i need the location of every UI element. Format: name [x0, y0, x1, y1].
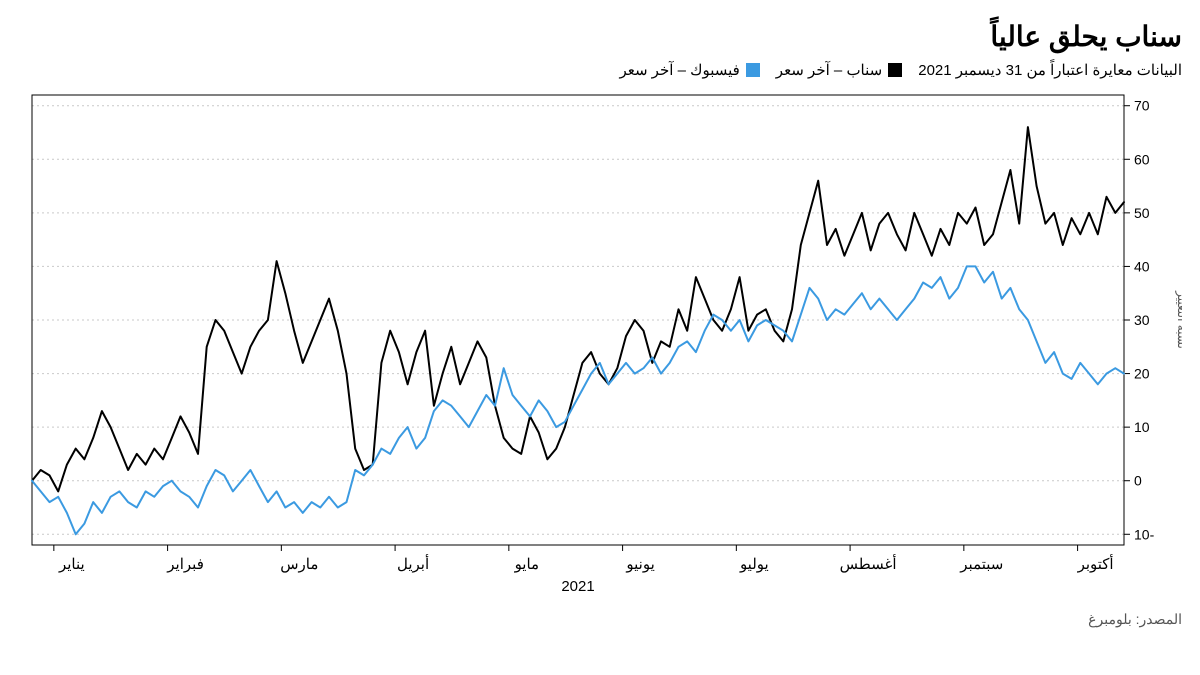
svg-text:0: 0: [1134, 473, 1142, 489]
svg-text:أغسطس: أغسطس: [840, 554, 897, 573]
svg-text:نسبة التغيير: نسبة التغيير: [1175, 290, 1182, 349]
subtitle-row: البيانات معايرة اعتباراً من 31 ديسمبر 20…: [18, 61, 1182, 79]
legend-swatch-facebook: [746, 63, 760, 77]
chart-title: سناب يحلق عالياً: [18, 20, 1182, 53]
svg-text:أبريل: أبريل: [397, 554, 429, 573]
legend-swatch-snap: [888, 63, 902, 77]
svg-text:70: 70: [1134, 98, 1150, 114]
subtitle-text: البيانات معايرة اعتباراً من 31 ديسمبر 20…: [918, 61, 1182, 79]
svg-text:مارس: مارس: [280, 556, 318, 573]
svg-text:يونيو: يونيو: [625, 556, 654, 573]
legend-item-facebook: فيسبوك – آخر سعر: [619, 61, 759, 79]
svg-text:يناير: يناير: [58, 556, 85, 573]
svg-text:20: 20: [1134, 366, 1150, 382]
source-text: المصدر: بلومبرغ: [18, 611, 1182, 628]
svg-text:60: 60: [1134, 151, 1150, 167]
svg-text:سبتمبر: سبتمبر: [959, 556, 1003, 573]
chart-container: 10- 0 10 20 30 40 50 60 70 يناير فبراير مارس أبريل ما…: [22, 85, 1182, 605]
svg-text:يوليو: يوليو: [739, 556, 769, 573]
svg-text:30: 30: [1134, 312, 1150, 328]
svg-text:40: 40: [1134, 258, 1150, 274]
legend-label-facebook: فيسبوك – آخر سعر: [619, 61, 739, 79]
svg-text:مايو: مايو: [514, 556, 540, 573]
line-chart: 10- 0 10 20 30 40 50 60 70 يناير فبراير مارس أبريل ما…: [22, 85, 1182, 605]
legend-item-snap: سناب – آخر سعر: [776, 61, 902, 79]
svg-text:10: 10: [1134, 419, 1150, 435]
svg-text:50: 50: [1134, 205, 1150, 221]
legend-label-snap: سناب – آخر سعر: [776, 61, 882, 79]
svg-text:10-: 10-: [1134, 526, 1155, 542]
svg-text:أكتوبر: أكتوبر: [1077, 554, 1114, 573]
svg-text:فبراير: فبراير: [166, 556, 204, 573]
svg-text:2021: 2021: [561, 578, 594, 595]
